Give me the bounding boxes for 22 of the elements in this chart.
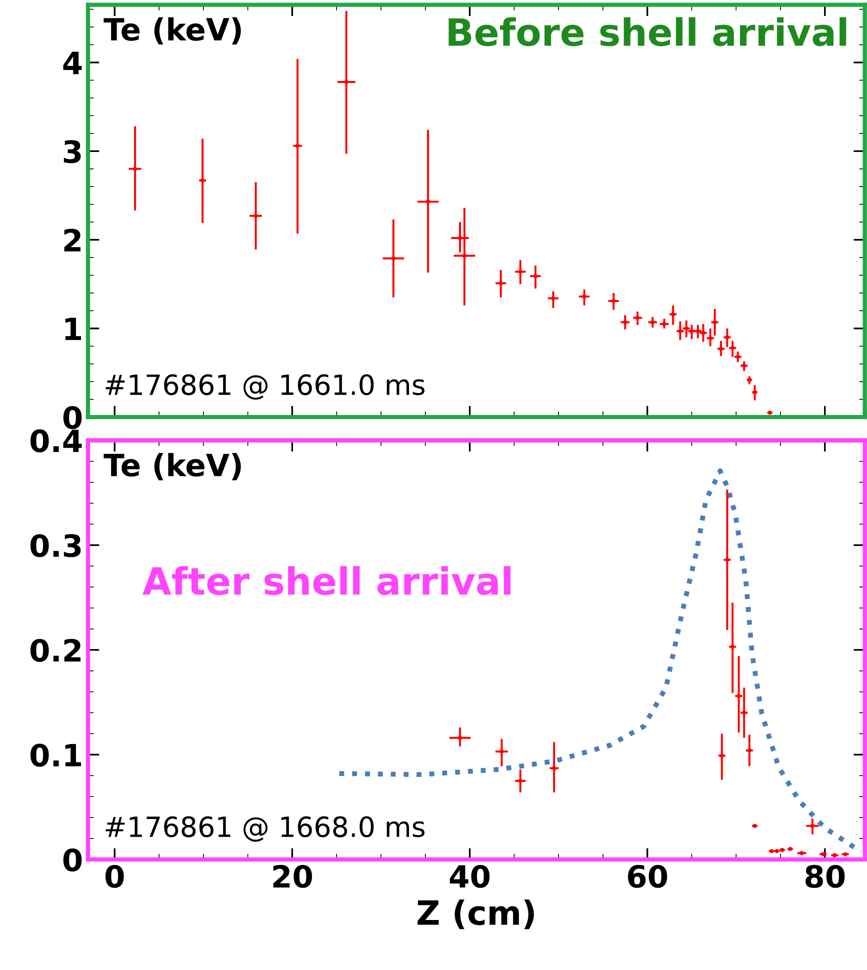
y-tick-label: 0.2 [30, 638, 80, 662]
x-tick-label: 20 [273, 864, 312, 888]
y-tick-label: 2 [64, 228, 80, 252]
y-axis-title: Te (keV) [104, 452, 241, 480]
x-tick-label: 0 [105, 864, 124, 888]
x-tick-label: 60 [628, 864, 668, 888]
y-tick-label: 0.4 [30, 429, 82, 452]
y-tick-label: 0.1 [30, 744, 82, 767]
y-tick-label: 3 [64, 140, 81, 164]
x-tick-label: 40 [450, 864, 490, 888]
x-axis-title: Z (cm) [418, 899, 534, 930]
chart-title: Before shell arrival [448, 17, 846, 46]
annotation: #176861 @ 1661.0 ms [106, 374, 424, 400]
x-tick-label: 80 [805, 864, 845, 888]
y-tick-label: 0 [63, 848, 82, 872]
y-tick-label: 0 [63, 406, 82, 430]
y-axis-title: Te (keV) [104, 17, 241, 44]
y-tick-label: 0.3 [30, 534, 81, 558]
y-tick-label: 4 [63, 52, 82, 74]
y-tick-label: 1 [65, 318, 82, 340]
annotation: #176861 @ 1668.0 ms [106, 816, 424, 842]
text: After shell arrival [142, 566, 510, 596]
